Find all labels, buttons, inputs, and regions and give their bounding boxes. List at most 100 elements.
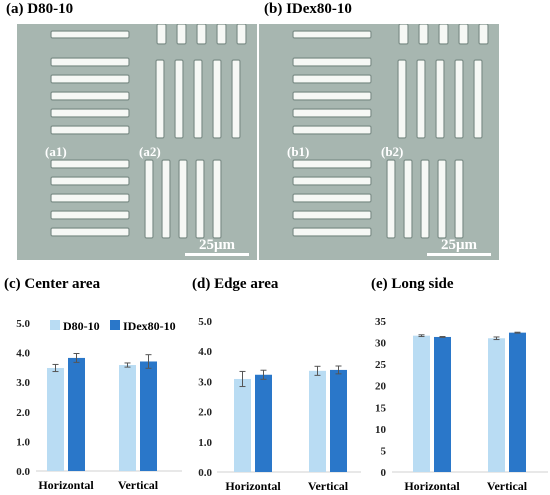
y-tick-label: 2.0: [198, 407, 212, 419]
legend-swatch: [110, 320, 120, 330]
bar-IDex80-10-Vertical: [140, 361, 157, 471]
line-bar: [292, 210, 372, 220]
line-bar: [50, 74, 130, 84]
chart-d-title: (d) Edge area: [192, 276, 279, 292]
line-bar: [236, 24, 247, 45]
line-bar: [478, 24, 489, 45]
y-tick-label: 1.0: [16, 436, 30, 448]
line-bar: [292, 91, 372, 101]
line-bar: [292, 30, 372, 39]
chart-e-title: (e) Long side: [371, 276, 454, 292]
y-tick-label: 4.0: [198, 346, 212, 358]
line-bar: [50, 176, 130, 186]
line-bar: [195, 159, 205, 239]
line-bar: [416, 59, 426, 139]
line-bar: [292, 57, 372, 67]
line-bar: [161, 159, 171, 239]
y-tick-label: 0.0: [16, 466, 30, 478]
line-bar: [473, 59, 483, 139]
bar-IDex80-10-Horizontal: [68, 357, 85, 471]
line-bar: [174, 59, 184, 139]
line-bar: [418, 24, 429, 45]
y-tick-label: 5.0: [198, 316, 212, 328]
bar-IDex80-10-Horizontal: [434, 336, 451, 472]
line-bar: [176, 24, 187, 45]
line-bar: [397, 59, 407, 139]
region-label: (b2): [381, 144, 403, 159]
line-bar: [458, 24, 469, 45]
line-bar: [420, 159, 430, 239]
line-bar: [193, 59, 203, 139]
line-bar: [403, 159, 413, 239]
y-tick-label: 0: [381, 467, 387, 479]
y-tick-label: 35: [375, 316, 387, 328]
legend-label: D80-10: [63, 319, 100, 333]
line-bar: [50, 210, 130, 220]
y-tick-label: 15: [375, 402, 387, 414]
legend-label: IDex80-10: [123, 319, 176, 333]
line-bar: [398, 24, 409, 45]
line-bar: [196, 24, 207, 45]
line-bar: [50, 193, 130, 203]
x-tick-label: Vertical: [487, 479, 528, 493]
chart-center-area: 0.0 1.0 2.0 3.0 4.0 5.0 Horizontal Vertical D80-…: [16, 318, 182, 492]
line-bar: [292, 193, 372, 203]
y-tick-label: 0.0: [198, 467, 212, 479]
y-tick-label: 3.0: [198, 376, 212, 388]
line-bar: [292, 227, 372, 237]
line-bar: [437, 159, 447, 239]
bar-D80-10-Horizontal: [47, 367, 64, 471]
line-bar: [292, 125, 372, 135]
region-label: (b1): [287, 144, 309, 159]
bar-D80-10-Horizontal: [413, 335, 430, 472]
scale-bar-label: 25μm: [441, 237, 478, 253]
x-tick-label: Horizontal: [38, 478, 94, 492]
x-tick-label: Horizontal: [225, 479, 281, 493]
line-bar: [155, 59, 165, 139]
scale-bar-label: 25μm: [199, 237, 236, 253]
bar-D80-10-Horizontal: [234, 378, 251, 472]
micrograph-b: (b1) (b2) 25μm: [259, 24, 499, 260]
micrograph-a: (a1) (a2) 25μm: [17, 24, 257, 260]
line-bar: [292, 108, 372, 118]
y-tick-label: 20: [375, 381, 387, 393]
micrograph-drawing: (b1) (b2) 25μm: [287, 24, 491, 256]
line-bar: [292, 74, 372, 84]
bar-IDex80-10-Horizontal: [255, 374, 272, 472]
y-tick-label: 1.0: [198, 437, 212, 449]
panel-a-title: (a) D80-10: [6, 1, 74, 17]
line-bar: [438, 24, 449, 45]
y-tick-label: 2.0: [16, 407, 30, 419]
x-tick-label: Vertical: [308, 479, 349, 493]
line-bar: [50, 159, 130, 169]
line-bar: [50, 125, 130, 135]
line-bar: [50, 30, 130, 39]
y-tick-label: 3.0: [16, 377, 30, 389]
micrograph-drawing: (a1) (a2) 25μm: [45, 24, 249, 256]
x-tick-label: Horizontal: [404, 479, 460, 493]
bar-D80-10-Vertical: [119, 365, 136, 471]
line-bar: [50, 91, 130, 101]
bar-D80-10-Vertical: [309, 370, 326, 472]
line-bar: [386, 159, 396, 239]
y-tick-label: 25: [375, 359, 387, 371]
chart-long-side: 0 5 10 15 20 25 30 35 Horizontal Vertical: [375, 316, 548, 493]
line-bar: [50, 227, 130, 237]
line-bar: [144, 159, 154, 239]
line-bar: [178, 159, 188, 239]
line-bar: [292, 176, 372, 186]
bar-IDex80-10-Vertical: [330, 369, 347, 472]
line-bar: [454, 59, 464, 139]
line-bar: [50, 57, 130, 67]
chart-c-title: (c) Center area: [4, 276, 101, 292]
y-tick-label: 5.0: [16, 318, 30, 330]
y-tick-label: 5: [381, 445, 387, 457]
line-bar: [50, 108, 130, 118]
y-tick-label: 4.0: [16, 348, 30, 360]
line-bar: [292, 159, 372, 169]
scale-bar: [427, 253, 491, 256]
line-bar: [454, 159, 464, 239]
bar-D80-10-Vertical: [488, 338, 505, 472]
panel-b-title: (b) IDex80-10: [264, 1, 352, 17]
scale-bar: [185, 253, 249, 256]
